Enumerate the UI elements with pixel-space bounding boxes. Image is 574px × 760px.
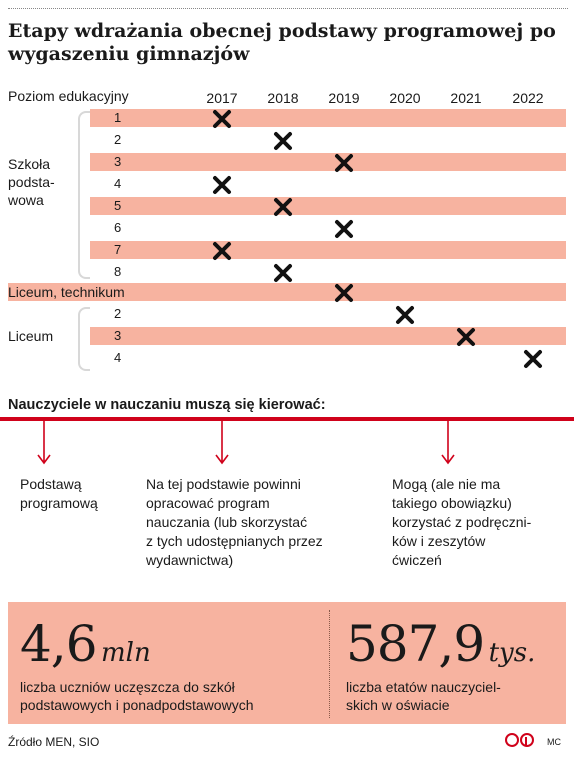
stat-students-label: liczba uczniów uczęszcza do szkół podsta… (20, 679, 254, 713)
guideline-curriculum-program: Na tej podstawie powinni opracować progr… (146, 476, 323, 568)
year-label: 2018 (267, 90, 299, 106)
year-label: 2019 (328, 90, 360, 106)
x-mark-icon (524, 350, 542, 368)
group-label-liceum: Liceum (8, 328, 54, 344)
year-label: 2021 (450, 90, 482, 106)
x-mark-icon (274, 132, 292, 150)
x-mark-icon (335, 220, 353, 238)
row-band-liceum-technikum (8, 283, 566, 301)
x-mark-icon (274, 264, 292, 282)
row-label: 3 (114, 328, 122, 343)
x-mark-icon (396, 306, 414, 324)
row-band (90, 241, 566, 259)
publisher-logo (505, 733, 534, 747)
row-band (90, 327, 566, 345)
stats-divider (329, 610, 330, 718)
row-label: 8 (114, 264, 122, 279)
section-heading: Nauczyciele w nauczaniu muszą się kierow… (8, 397, 326, 413)
column-header-level: Poziom edukacyjny (8, 88, 129, 104)
stat-teachers-value: 587,9 tys. (346, 615, 536, 673)
group-brace-liceum (78, 307, 90, 371)
page-title: Etapy wdrażania obecnej podstawy program… (8, 20, 556, 65)
year-label: 2017 (206, 90, 238, 106)
guideline-textbooks: Mogą (ale nie ma takiego obowiązku) korz… (392, 476, 532, 568)
row-label: 4 (114, 176, 122, 191)
x-mark-icon (213, 242, 231, 260)
row-label: 6 (114, 220, 122, 235)
x-mark-icon (274, 198, 292, 216)
year-label: 2022 (512, 90, 544, 106)
row-band (90, 153, 566, 171)
arrow-down-icon (441, 420, 455, 465)
guideline-core-curriculum: Podstawą programową (20, 476, 98, 511)
group-label-szkola: Szkoła podsta- wowa (8, 156, 55, 208)
author-credit: MC (547, 737, 561, 747)
x-mark-icon (213, 176, 231, 194)
arrow-down-icon (37, 420, 51, 465)
stats-panel (8, 602, 566, 724)
top-rule (8, 8, 568, 9)
stat-teachers-label: liczba etatów nauczyciel- skich w oświac… (346, 679, 501, 713)
x-mark-icon (335, 154, 353, 172)
arrow-down-icon (215, 420, 229, 465)
row-label: 3 (114, 154, 122, 169)
year-label: 2020 (389, 90, 421, 106)
row-label: 1 (114, 110, 122, 125)
row-label: 4 (114, 350, 122, 365)
x-mark-icon (457, 328, 475, 346)
row-label: 2 (114, 132, 122, 147)
row-label: 5 (114, 198, 122, 213)
x-mark-icon (213, 110, 231, 128)
row-band (90, 109, 566, 127)
row-label: 2 (114, 306, 122, 321)
row-label: 7 (114, 242, 122, 257)
group-label-liceum-technikum: Liceum, technikum (8, 284, 125, 300)
row-band (90, 197, 566, 215)
accent-divider (0, 417, 574, 421)
x-mark-icon (335, 284, 353, 302)
source-note: Źródło MEN, SIO (8, 735, 100, 749)
group-brace-szkola (78, 111, 90, 279)
stat-students-value: 4,6 mln (20, 615, 151, 673)
